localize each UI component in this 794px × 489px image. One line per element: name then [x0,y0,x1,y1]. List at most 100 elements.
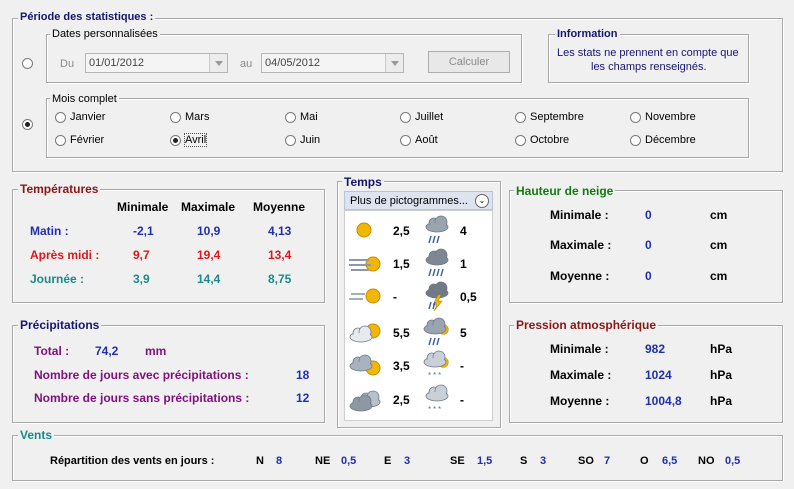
sun-icon [349,215,379,248]
snow-max-unit: cm [710,238,728,252]
period-title: Période des statistiques : [18,11,156,23]
weather-count: - [460,393,464,407]
period-frame [12,18,783,172]
svg-text:*: * [438,405,441,414]
pressure-min-label: Minimale : [550,342,609,356]
temp-morning-max: 10,9 [197,224,221,238]
radio-month-3[interactable] [170,135,181,146]
weather-count: 5 [460,326,467,340]
precip-days-without-value: 12 [296,391,310,405]
calculate-button[interactable]: Calculer [428,51,510,73]
weather-frame [337,181,501,428]
month-label[interactable]: Avril [183,133,208,147]
pressure-min-unit: hPa [710,342,733,356]
overcast-icon [349,384,385,417]
precip-title: Précipitations [18,318,102,332]
temp-afternoon-label: Après midi : [30,248,100,262]
month-label[interactable]: Mars [185,111,210,123]
chevron-down-icon[interactable] [385,54,403,72]
month-label[interactable]: Octobre [530,134,570,146]
wind-days-value: 8 [276,455,283,467]
wind-direction: NO [698,455,715,467]
custom-dates-frame [46,34,522,83]
temp-day-max: 14,4 [197,272,221,286]
wind-direction: N [256,455,264,467]
pressure-min-value: 982 [645,342,666,356]
haze-sun-icon [349,281,385,314]
snow-sun-icon: * * * [423,350,453,383]
month-label[interactable]: Mai [300,111,318,123]
snow-frame [509,190,783,303]
info-text-line1: Les stats ne prennent en compte que [557,47,739,59]
precip-days-with-label: Nombre de jours avec précipitations : [34,368,249,382]
custom-dates-legend: Dates personnalisées [50,28,160,40]
info-frame [548,34,749,83]
month-label[interactable]: Février [70,134,105,146]
temp-morning-min: -2,1 [133,224,154,238]
svg-text:*: * [433,405,436,414]
cloudy-sun-icon [349,350,385,383]
radio-month-8[interactable] [515,112,526,123]
winds-title: Vents [18,428,55,442]
month-label[interactable]: Décembre [645,134,696,146]
from-date-combo[interactable]: 01/01/2012 [85,53,228,73]
precip-days-with-value: 18 [296,368,310,382]
month-legend: Mois complet [50,93,119,105]
temp-header-max: Maximale [181,200,236,214]
info-title: Information [555,28,620,40]
radio-month-2[interactable] [170,112,181,123]
temperatures-title: Températures [18,182,101,196]
weather-count: 5,5 [393,326,410,340]
precip-total-value: 74,2 [95,344,119,358]
weather-count: 1 [460,257,467,271]
fog-sun-icon [349,248,385,281]
wind-days-value: 6,5 [662,455,678,467]
to-date-combo[interactable]: 04/05/2012 [261,53,404,73]
snow-min-value: 0 [645,208,652,222]
month-label[interactable]: Septembre [530,111,584,123]
partly-cloudy-icon [349,317,385,350]
precip-total-unit: mm [145,344,167,358]
wind-direction: SO [578,455,594,467]
temp-day-avg: 8,75 [268,272,292,286]
radio-full-month[interactable] [22,119,33,130]
radio-month-1[interactable] [55,135,66,146]
weather-count: - [460,359,464,373]
weather-panel [344,210,493,421]
radio-month-10[interactable] [630,112,641,123]
temp-afternoon-max: 19,4 [197,248,221,262]
pictogram-dropdown[interactable]: Plus de pictogrammes... ⌄ [344,191,493,210]
radio-month-11[interactable] [630,135,641,146]
temp-morning-avg: 4,13 [268,224,292,238]
precip-total-label: Total : [34,344,70,358]
snow-avg-unit: cm [710,269,728,283]
month-label[interactable]: Août [415,134,438,146]
pictogram-dropdown-label: Plus de pictogrammes... [350,195,468,207]
radio-month-7[interactable] [400,135,411,146]
weather-count: 4 [460,224,467,238]
svg-text:*: * [438,371,441,380]
weather-count: 1,5 [393,257,410,271]
month-label[interactable]: Juillet [415,111,444,123]
temp-header-min: Minimale [117,200,169,214]
radio-month-5[interactable] [285,135,296,146]
wind-days-value: 0,5 [341,455,357,467]
month-label[interactable]: Janvier [70,111,106,123]
radio-month-6[interactable] [400,112,411,123]
radio-month-0[interactable] [55,112,66,123]
temp-afternoon-min: 9,7 [133,248,150,262]
radio-month-9[interactable] [515,135,526,146]
wind-direction: S [520,455,528,467]
wind-days-value: 0,5 [725,455,741,467]
wind-direction: SE [450,455,465,467]
chevron-down-icon[interactable] [209,54,227,72]
svg-text:*: * [433,371,436,380]
radio-month-4[interactable] [285,112,296,123]
double-chevron-down-icon[interactable]: ⌄ [475,194,489,208]
snow-max-label: Maximale : [550,238,612,252]
radio-custom-dates[interactable] [22,58,33,69]
month-label[interactable]: Juin [300,134,321,146]
from-label: Du [60,58,75,70]
month-label[interactable]: Novembre [645,111,696,123]
wind-days-value: 3 [404,455,411,467]
